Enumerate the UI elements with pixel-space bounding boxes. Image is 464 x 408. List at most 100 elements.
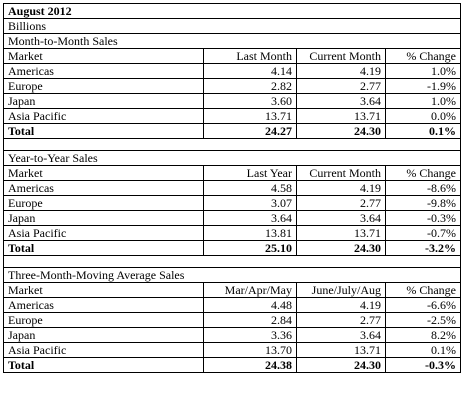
column-header-row: Market Mar/Apr/May June/July/Aug% Change xyxy=(3,282,462,298)
value-cell: 3.36 xyxy=(203,327,297,343)
market-cell: Asia Pacific xyxy=(3,342,204,358)
market-cell: Americas xyxy=(3,180,204,196)
value-cell: 1.0% xyxy=(384,93,462,109)
market-cell: Europe xyxy=(3,195,204,211)
value-cell: 4.19 xyxy=(296,297,386,313)
column-header-row: Market Last Month Current Month% Change xyxy=(3,48,462,64)
table-row: Asia Pacific 13.71 13.71 0.0% xyxy=(3,108,462,124)
value-cell: 13.71 xyxy=(296,342,386,358)
value-cell: 3.64 xyxy=(296,327,386,343)
value-cell: 13.71 xyxy=(296,225,386,241)
table-row: Europe 3.07 2.77 -9.8% xyxy=(3,195,462,211)
value-cell: -8.6% xyxy=(384,180,462,196)
column-header: Current Month xyxy=(296,48,386,64)
value-cell: 4.58 xyxy=(203,180,297,196)
sales-report: August 2012 Billions Month-to-Month Sale… xyxy=(2,3,462,373)
market-cell: Japan xyxy=(3,210,204,226)
value-cell: 0.1% xyxy=(384,342,462,358)
value-cell: -1.9% xyxy=(384,78,462,94)
market-cell: Europe xyxy=(3,78,204,94)
value-cell: 3.60 xyxy=(203,93,297,109)
value-cell: -6.6% xyxy=(384,297,462,313)
column-header: % Change xyxy=(384,48,462,64)
value-cell: 13.70 xyxy=(203,342,297,358)
section-heading-row: Month-to-Month Sales xyxy=(3,33,462,49)
table-row: Asia Pacific 13.70 13.71 0.1% xyxy=(3,342,462,358)
report-title: August 2012 xyxy=(3,3,204,19)
market-cell: Europe xyxy=(3,312,204,328)
section-heading: Three-Month-Moving Average Sales xyxy=(3,267,204,283)
market-cell: Americas xyxy=(3,297,204,313)
total-value: 0.1% xyxy=(384,123,462,139)
value-cell: 4.48 xyxy=(203,297,297,313)
total-value: 24.30 xyxy=(296,357,386,373)
table-row: Europe 2.82 2.77 -1.9% xyxy=(3,78,462,94)
value-cell: 3.64 xyxy=(296,93,386,109)
table-row: Asia Pacific 13.81 13.71 -0.7% xyxy=(3,225,462,241)
value-cell: 3.07 xyxy=(203,195,297,211)
column-header: % Change xyxy=(384,165,462,181)
total-value: 24.30 xyxy=(296,240,386,256)
value-cell: 2.84 xyxy=(203,312,297,328)
column-header: Last Year xyxy=(203,165,297,181)
market-cell: Japan xyxy=(3,327,204,343)
value-cell: 13.81 xyxy=(203,225,297,241)
value-cell: 2.77 xyxy=(296,195,386,211)
value-cell: 4.19 xyxy=(296,180,386,196)
section-spacer xyxy=(2,255,462,268)
column-header: Market xyxy=(3,282,204,298)
column-header: Last Month xyxy=(203,48,297,64)
total-row: Total 24.27 24.30 0.1% xyxy=(3,123,462,139)
column-header: Market xyxy=(3,48,204,64)
table-row: Europe 2.84 2.77 -2.5% xyxy=(3,312,462,328)
market-cell: Asia Pacific xyxy=(3,108,204,124)
value-cell: 13.71 xyxy=(296,108,386,124)
value-cell: 3.64 xyxy=(296,210,386,226)
value-cell: 0.0% xyxy=(384,108,462,124)
column-header: Mar/Apr/May xyxy=(203,282,297,298)
unit-label: Billions xyxy=(3,18,204,34)
value-cell: -9.8% xyxy=(384,195,462,211)
market-cell: Asia Pacific xyxy=(3,225,204,241)
table-row: Japan 3.36 3.64 8.2% xyxy=(3,327,462,343)
value-cell: 2.77 xyxy=(296,312,386,328)
section-heading: Month-to-Month Sales xyxy=(3,33,204,49)
value-cell: 13.71 xyxy=(203,108,297,124)
section-heading-row: Three-Month-Moving Average Sales xyxy=(3,267,462,283)
value-cell: -2.5% xyxy=(384,312,462,328)
column-header: Current Month xyxy=(296,165,386,181)
total-value: -0.3% xyxy=(384,357,462,373)
column-header: Market xyxy=(3,165,204,181)
total-label: Total xyxy=(3,123,204,139)
column-header: % Change xyxy=(384,282,462,298)
table-row: Americas 4.58 4.19 -8.6% xyxy=(3,180,462,196)
total-row: Total 25.10 24.30 -3.2% xyxy=(3,240,462,256)
market-cell: Japan xyxy=(3,93,204,109)
table-row: Japan 3.64 3.64 -0.3% xyxy=(3,210,462,226)
value-cell: 4.14 xyxy=(203,63,297,79)
total-value: 24.27 xyxy=(203,123,297,139)
section-spacer xyxy=(2,138,462,151)
total-label: Total xyxy=(3,240,204,256)
table-row: Americas 4.14 4.19 1.0% xyxy=(3,63,462,79)
value-cell: 2.77 xyxy=(296,78,386,94)
market-cell: Americas xyxy=(3,63,204,79)
total-value: -3.2% xyxy=(384,240,462,256)
section-heading-row: Year-to-Year Sales xyxy=(3,150,462,166)
column-header: June/July/Aug xyxy=(296,282,386,298)
total-value: 24.30 xyxy=(296,123,386,139)
total-row: Total 24.38 24.30 -0.3% xyxy=(3,357,462,373)
sales-table: August 2012 Billions Month-to-Month Sale… xyxy=(2,3,462,373)
column-header-row: Market Last Year Current Month% Change xyxy=(3,165,462,181)
table-row: Americas 4.48 4.19 -6.6% xyxy=(3,297,462,313)
value-cell: -0.3% xyxy=(384,210,462,226)
value-cell: 8.2% xyxy=(384,327,462,343)
total-value: 24.38 xyxy=(203,357,297,373)
section-heading: Year-to-Year Sales xyxy=(3,150,204,166)
value-cell: -0.7% xyxy=(384,225,462,241)
value-cell: 2.82 xyxy=(203,78,297,94)
total-label: Total xyxy=(3,357,204,373)
value-cell: 3.64 xyxy=(203,210,297,226)
total-value: 25.10 xyxy=(203,240,297,256)
value-cell: 4.19 xyxy=(296,63,386,79)
